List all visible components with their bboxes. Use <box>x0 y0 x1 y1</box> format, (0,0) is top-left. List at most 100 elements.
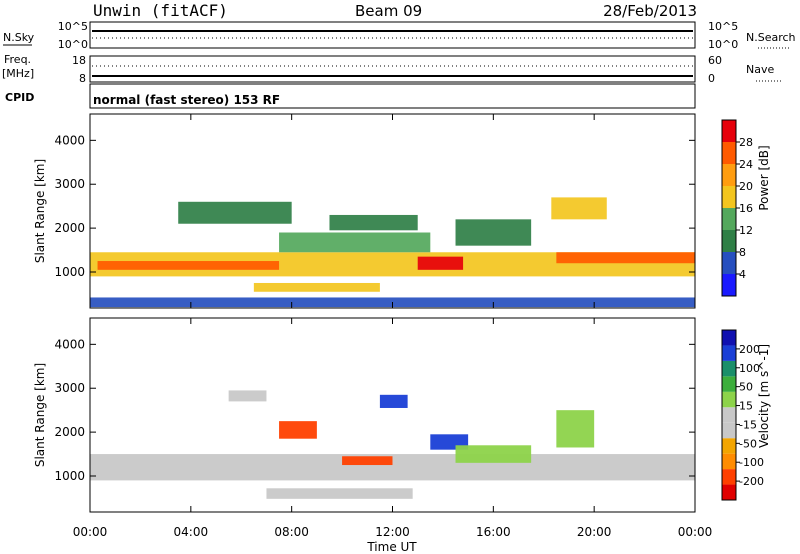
velocity-region <box>342 456 393 466</box>
power-region <box>279 232 431 253</box>
beam-title: Beam 09 <box>355 2 422 20</box>
velocity-colorbar-swatch <box>722 407 736 423</box>
power-colorbar-swatch <box>722 186 736 208</box>
power-colorbar-swatch <box>722 120 736 142</box>
velocity-region <box>556 410 595 448</box>
freq-tick-bottom: 8 <box>79 72 86 85</box>
power-colorbar-tick-label: 20 <box>739 180 753 193</box>
velocity-colorbar-swatch <box>722 360 736 377</box>
velocity-panel-frame <box>89 317 696 513</box>
velocity-y-axis-label: Slant Range [km] <box>33 363 47 467</box>
freq-unit-label: [MHz] <box>2 67 34 80</box>
x-axis-label: Time UT <box>366 540 417 554</box>
power-colorbar-label: Power [dB] <box>757 145 771 210</box>
velocity-colorbar-label: Velocity [m s^-1] <box>757 344 771 448</box>
power-ytick-label: 3000 <box>54 177 85 191</box>
velocity-colorbar-frame <box>721 329 737 501</box>
nsearch-label: N.Search <box>746 31 796 44</box>
power-colorbar-tick-label: 12 <box>739 224 753 237</box>
time-tick-label: 08:00 <box>274 525 309 539</box>
nsearch-tick-top: 10^5 <box>708 20 738 33</box>
velocity-colorbar-tick-label: 15 <box>739 400 753 413</box>
velocity-colorbar-swatch <box>722 453 736 470</box>
power-region <box>253 282 380 292</box>
velocity-y-axis: 1000 2000 3000 4000 <box>54 337 695 483</box>
time-tick-label: 04:00 <box>174 525 209 539</box>
time-tick-label: 16:00 <box>476 525 511 539</box>
cpid-text: normal (fast stereo) 153 RF <box>93 93 280 107</box>
velocity-ytick-label: 1000 <box>54 469 85 483</box>
power-colorbar-swatch <box>722 274 736 296</box>
power-region <box>329 214 418 231</box>
velocity-colorbar-swatch <box>722 422 736 439</box>
nsky-label: N.Sky <box>3 31 35 44</box>
power-colorbar: 28 24 20 16 12 8 4 <box>721 119 753 297</box>
velocity-colorbar-tick-label: 50 <box>739 381 753 394</box>
power-region <box>417 256 464 270</box>
nave-tick-bottom: 0 <box>708 72 715 85</box>
velocity-colorbar-tick-label: 200 <box>739 343 760 356</box>
velocity-region <box>379 394 408 408</box>
power-region <box>178 201 292 224</box>
power-colorbar-swatch <box>722 164 736 186</box>
velocity-colorbar-swatch <box>722 376 736 392</box>
time-tick-label: 12:00 <box>375 525 410 539</box>
velocity-colorbar-tick-label: -200 <box>739 475 764 488</box>
velocity-ytick-label: 2000 <box>54 425 85 439</box>
power-y-axis-label: Slant Range [km] <box>33 159 47 263</box>
velocity-region <box>228 390 267 402</box>
power-colorbar-swatch <box>722 252 736 274</box>
velocity-colorbar-tick-label: -15 <box>739 418 757 431</box>
velocity-region <box>279 421 317 439</box>
power-colorbar-swatch <box>722 208 736 230</box>
velocity-colorbar-tick-label: -100 <box>739 456 764 469</box>
velocity-colorbar: 200 100 50 15 -15 -50 -100 -200 <box>721 329 764 501</box>
velocity-colorbar-tick-label: 100 <box>739 362 760 375</box>
nsky-tick-bottom: 10^0 <box>58 38 88 51</box>
velocity-colorbar-tick-label: -50 <box>739 437 757 450</box>
time-tick-label: 20:00 <box>577 525 612 539</box>
date-title: 28/Feb/2013 <box>603 2 697 20</box>
power-region <box>551 197 607 220</box>
power-region <box>556 252 695 264</box>
power-region <box>97 261 280 270</box>
velocity-colorbar-swatch <box>722 391 736 408</box>
nsearch-tick-bottom: 10^0 <box>708 38 738 51</box>
power-colorbar-tick-label: 4 <box>739 268 746 281</box>
power-heatmap <box>90 197 695 308</box>
time-axis: 00:00 04:00 08:00 12:00 16:00 20:00 00:00 <box>73 114 713 539</box>
nave-tick-top: 60 <box>708 54 722 67</box>
cpid-panel-frame <box>89 83 696 109</box>
velocity-colorbar-swatch <box>722 469 736 485</box>
velocity-colorbar-swatch <box>722 330 736 346</box>
power-ytick-label: 1000 <box>54 265 85 279</box>
freq-label: Freq. <box>4 53 31 66</box>
freq-tick-top: 18 <box>72 54 86 67</box>
velocity-colorbar-swatch <box>722 345 736 361</box>
time-tick-label: 00:00 <box>73 525 108 539</box>
cpid-label: CPID <box>5 91 34 104</box>
power-region <box>455 219 532 246</box>
power-colorbar-tick-label: 28 <box>739 136 753 149</box>
velocity-ytick-label: 3000 <box>54 381 85 395</box>
velocity-region <box>455 445 532 463</box>
velocity-heatmap <box>90 390 695 499</box>
time-tick-label: 00:00 <box>678 525 713 539</box>
power-colorbar-tick-label: 24 <box>739 158 753 171</box>
power-colorbar-swatch <box>722 142 736 164</box>
nsky-tick-top: 10^5 <box>58 20 88 33</box>
velocity-colorbar-swatch <box>722 484 736 500</box>
station-title: Unwin (fitACF) <box>93 1 228 20</box>
power-ytick-label: 2000 <box>54 221 85 235</box>
velocity-ytick-label: 4000 <box>54 337 85 351</box>
nsky-panel-frame <box>89 21 696 49</box>
power-y-axis: 1000 2000 3000 4000 <box>54 133 695 279</box>
nave-label: Nave <box>746 63 774 76</box>
velocity-region <box>266 488 413 499</box>
velocity-colorbar-swatch <box>722 438 736 454</box>
power-colorbar-swatch <box>722 230 736 252</box>
power-ytick-label: 4000 <box>54 133 85 147</box>
nsky-trace <box>92 30 693 39</box>
power-colorbar-tick-label: 16 <box>739 202 753 215</box>
